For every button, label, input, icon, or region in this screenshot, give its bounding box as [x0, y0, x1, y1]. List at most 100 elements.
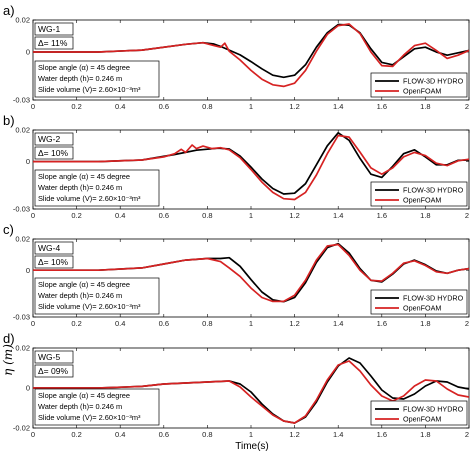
x-tick-label: 0.8	[202, 430, 212, 439]
gauge-box	[34, 350, 74, 364]
panel-label: c)	[3, 222, 14, 237]
y-tick-label: -0.02	[13, 424, 30, 433]
gauge-box	[34, 22, 74, 36]
x-tick-label: 0.2	[71, 211, 81, 220]
x-tick-label: 0	[31, 319, 35, 328]
x-tick-label: 0.2	[71, 430, 81, 439]
x-tick-label: 1.4	[333, 211, 343, 220]
gauge-label: WG-5	[38, 352, 60, 362]
x-tick-label: 0.8	[202, 211, 212, 220]
delta-box	[34, 146, 74, 160]
x-tick-label: 1.6	[377, 319, 387, 328]
y-tick-label: 0.02	[15, 126, 30, 135]
x-tick-label: 0.6	[159, 319, 169, 328]
x-tick-label: 1.8	[420, 430, 430, 439]
x-tick-label: 1.8	[420, 102, 430, 111]
param-line: Slope angle (α) = 45 degree	[38, 391, 130, 400]
x-tick-label: 1.8	[420, 319, 430, 328]
x-tick-label: 0.6	[159, 102, 169, 111]
x-tick-label: 0.6	[159, 211, 169, 220]
params-box	[34, 169, 160, 207]
x-tick-label: 1	[249, 211, 253, 220]
legend-entry: OpenFOAM	[403, 415, 441, 424]
gauge-box	[34, 132, 74, 146]
legend-box	[370, 181, 468, 207]
x-tick-label: 0	[31, 102, 35, 111]
params-box	[34, 60, 160, 98]
x-tick-label: 0.4	[115, 319, 125, 328]
x-axis-label: Time(s)	[235, 441, 269, 452]
y-tick-label: 0	[26, 384, 30, 393]
x-tick-label: 1	[249, 102, 253, 111]
y-tick-label: 0	[26, 266, 30, 275]
x-tick-label: 0.4	[115, 102, 125, 111]
legend-entry: FLOW-3D HYDRO	[403, 294, 464, 303]
series-line-openfoam	[33, 243, 469, 303]
legend-box	[370, 289, 468, 315]
y-tick-label: 0.02	[15, 344, 30, 353]
x-tick-label: 0.4	[115, 430, 125, 439]
legend-entry: FLOW-3D HYDRO	[403, 405, 464, 414]
x-tick-label: 1.4	[333, 102, 343, 111]
param-line: Slide volume (V)= 2.60×10⁻³m³	[38, 85, 141, 94]
delta-label: Δ= 10%	[38, 148, 68, 158]
delta-box	[34, 364, 74, 378]
series-line-openfoam	[33, 23, 469, 88]
x-tick-label: 0.8	[202, 319, 212, 328]
y-tick-label: -0.03	[13, 313, 30, 322]
param-line: Water depth (h)= 0.246 m	[38, 74, 122, 83]
delta-label: Δ= 10%	[38, 257, 68, 267]
x-tick-label: 2	[465, 102, 469, 111]
y-tick-label: -0.03	[13, 96, 30, 105]
x-tick-label: 0.4	[115, 211, 125, 220]
legend-entry: OpenFOAM	[403, 87, 441, 96]
series-line-openfoam	[33, 134, 469, 201]
delta-box	[34, 36, 74, 50]
x-tick-label: 0.2	[71, 319, 81, 328]
x-tick-label: 1.6	[377, 430, 387, 439]
x-tick-label: 1	[249, 319, 253, 328]
legend-entry: FLOW-3D HYDRO	[403, 77, 464, 86]
panel-label: a)	[3, 3, 15, 18]
param-line: Slide volume (V)= 2.60×10⁻³m³	[38, 194, 141, 203]
legend-entry: FLOW-3D HYDRO	[403, 186, 464, 195]
param-line: Slide volume (V)= 2.60×10⁻³m³	[38, 413, 141, 422]
y-tick-label: 0	[26, 157, 30, 166]
y-tick-label: 0.02	[15, 16, 30, 25]
x-tick-label: 1	[249, 430, 253, 439]
legend-entry: OpenFOAM	[403, 304, 441, 313]
legend-box	[370, 400, 468, 426]
chart-panel-3: 0 0.2 0.4 0.6 0.8 1 1.2 1.4 1.6 1.8 20.020-0.03c)W…	[3, 222, 470, 328]
x-tick-label: 1.2	[289, 102, 299, 111]
x-tick-label: 1.2	[289, 319, 299, 328]
chart-panel-1: 0 0.2 0.4 0.6 0.8 1 1.2 1.4 1.6 1.8 20.020-0.03a)W…	[3, 3, 470, 111]
y-tick-label: 0	[26, 48, 30, 57]
gauge-label: WG-2	[38, 134, 60, 144]
params-box	[34, 388, 160, 426]
param-line: Water depth (h)= 0.246 m	[38, 291, 122, 300]
x-tick-label: 0	[31, 430, 35, 439]
param-line: Water depth (h)= 0.246 m	[38, 183, 122, 192]
x-tick-label: 1.4	[333, 319, 343, 328]
series-line-openfoam	[33, 360, 469, 424]
x-tick-label: 1.6	[377, 211, 387, 220]
y-axis-label: η (m)	[1, 344, 15, 376]
y-tick-label: -0.03	[13, 205, 30, 214]
param-line: Slope angle (α) = 45 degree	[38, 280, 130, 289]
y-tick-label: 0.02	[15, 235, 30, 244]
x-tick-label: 0.8	[202, 102, 212, 111]
x-tick-label: 2	[465, 430, 469, 439]
chart-panel-4: 0 0.2 0.4 0.6 0.8 1 1.2 1.4 1.6 1.8 20.020-0.02d)W…	[3, 331, 470, 439]
param-line: Water depth (h)= 0.246 m	[38, 402, 122, 411]
legend-box	[370, 72, 468, 98]
delta-label: Δ= 11%	[38, 38, 68, 48]
panel-label: b)	[3, 113, 15, 128]
x-tick-label: 0.2	[71, 102, 81, 111]
params-box	[34, 277, 160, 315]
series-line-flow3d-hydro	[33, 23, 469, 79]
param-line: Slope angle (α) = 45 degree	[38, 172, 130, 181]
x-tick-label: 1.2	[289, 430, 299, 439]
delta-label: Δ= 09%	[38, 366, 68, 376]
x-tick-label: 1.8	[420, 211, 430, 220]
